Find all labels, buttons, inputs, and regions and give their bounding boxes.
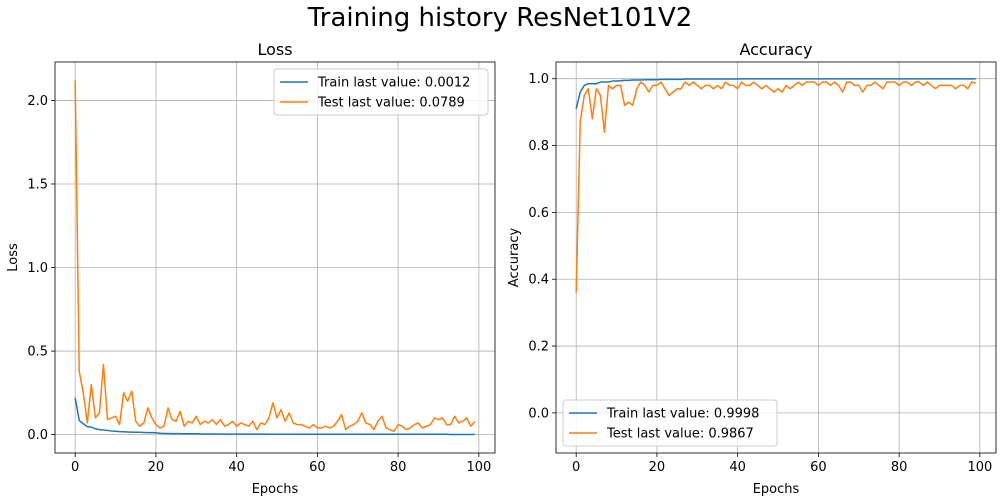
x-tick-label: 100 [466, 460, 491, 475]
axes-frame [54, 61, 496, 454]
x-axis-label: Epochs [252, 482, 299, 497]
x-tick-label: 40 [228, 460, 245, 475]
x-tick-label: 0 [71, 460, 79, 475]
y-tick-label: 1.0 [528, 72, 549, 87]
x-tick-label: 80 [390, 460, 407, 475]
y-tick-label: 0.4 [528, 273, 549, 288]
y-tick-label: 0.0 [27, 428, 48, 443]
series-line-test [74, 80, 476, 433]
y-tick-label: 1.0 [27, 261, 48, 276]
legend: Train last value: 0.9998 Test last value:… [562, 399, 778, 447]
legend-box [273, 68, 489, 116]
loss-subplot: Loss 0 20 40 60 80 100 0.0 0.5 1.0 1.5 2.0 Epochs Los… [6, 40, 496, 497]
x-tick-label: 0 [572, 460, 580, 475]
y-tick-label: 1.5 [27, 177, 48, 192]
x-tick-label: 20 [649, 460, 666, 475]
y-axis-label: Loss [6, 243, 21, 272]
y-tick-label: 0.5 [27, 345, 48, 360]
y-tick-label: 0.8 [528, 139, 549, 154]
x-tick-label: 60 [810, 460, 827, 475]
x-tick-label: 60 [309, 460, 326, 475]
x-tick-label: 80 [891, 460, 908, 475]
x-axis-label: Epochs [753, 482, 800, 497]
x-tick-label: 20 [148, 460, 165, 475]
legend-entry-train: Train last value: 0.0012 [317, 76, 470, 91]
legend: Train last value: 0.0012 Test last value:… [273, 68, 489, 116]
x-tick-label: 40 [729, 460, 746, 475]
x-tick-label: 100 [967, 460, 992, 475]
series-line-train [74, 397, 475, 436]
y-tick-label: 0.0 [528, 406, 549, 421]
legend-box [562, 399, 778, 447]
figure-title: Training history ResNet101V2 [307, 3, 693, 33]
y-tick-label: 2.0 [27, 94, 48, 109]
series-line-test [575, 81, 977, 293]
axes-frame [555, 61, 997, 454]
legend-entry-train: Train last value: 0.9998 [606, 407, 759, 422]
subplot-title: Loss [257, 40, 292, 59]
legend-entry-test: Test last value: 0.0789 [317, 96, 465, 111]
series-line-train [575, 78, 976, 109]
y-tick-label: 0.6 [528, 206, 549, 221]
y-tick-label: 0.2 [528, 340, 549, 355]
legend-entry-test: Test last value: 0.9867 [606, 427, 754, 442]
subplot-title: Accuracy [739, 40, 812, 59]
accuracy-subplot: Accuracy 0 20 40 60 80 100 0.0 0.2 0.4 0.6 0.8 1.0 Ep… [507, 40, 997, 497]
y-axis-label: Accuracy [507, 228, 522, 288]
